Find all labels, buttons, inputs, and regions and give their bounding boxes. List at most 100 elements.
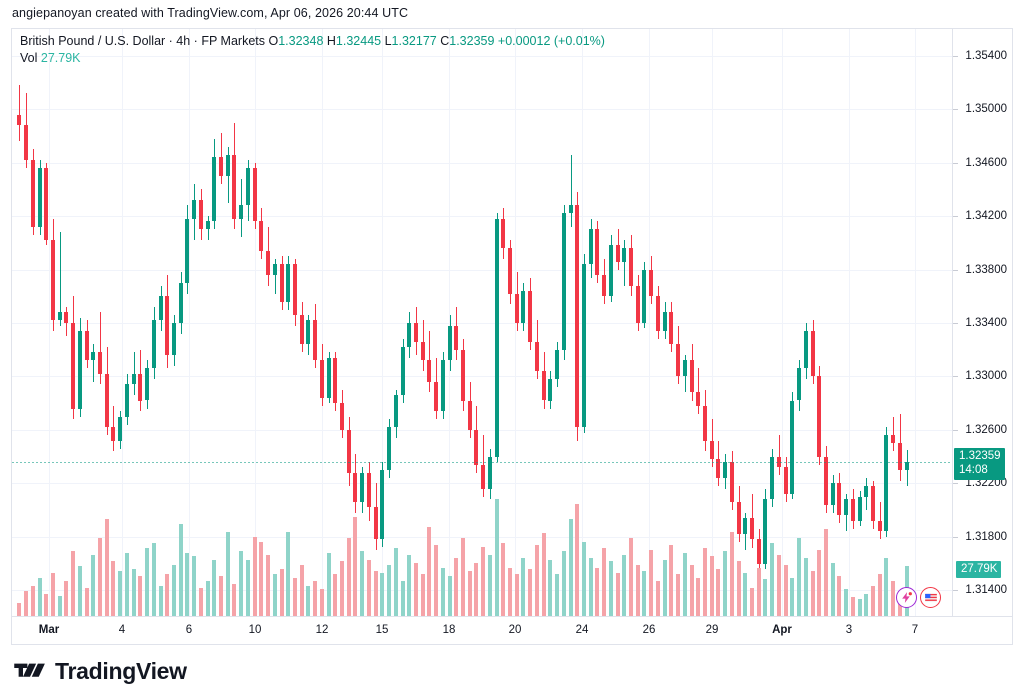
candle-body [138,373,142,401]
lightning-bolt-icon[interactable] [896,587,917,608]
volume-bar [111,561,115,617]
volume-badge[interactable]: 27.79K [956,560,1002,578]
candle-body [535,341,539,372]
price-axis-label: 1.33800 [965,263,1007,276]
candle-body [401,347,405,396]
candle-wick [571,154,572,227]
volume-bar [656,580,660,617]
candle-body [380,470,384,540]
candle-body [266,250,270,275]
volume-bar [320,589,324,617]
volume-bar [374,571,378,617]
volume-bar [387,564,391,617]
last-price-badge[interactable]: 1.32359 14:08 [954,448,1005,481]
price-axis-label: 1.31400 [965,584,1007,597]
candle-body [407,323,411,348]
volume-bar [636,564,640,617]
volume-bar [474,562,478,617]
volume-bar [521,558,525,617]
candle-body [528,290,532,342]
candle-body [239,205,243,219]
time-axis-label: 7 [911,624,919,636]
candle-body [663,312,667,331]
candle-body [676,344,680,377]
volume-bar [219,576,223,617]
volume-bar [790,577,794,617]
candle-body [811,331,815,377]
candle-body [616,245,620,262]
time-axis-label: 15 [375,624,389,636]
volume-bar [555,574,559,617]
volume-bar [609,561,613,617]
volume-bar [333,574,337,617]
volume-bar [118,571,122,617]
candle-body [280,264,284,302]
candle-body [468,400,472,430]
candle-body [232,154,236,219]
volume-bar [817,549,821,617]
candle-wick [100,312,101,385]
volume-bar [851,597,855,617]
price-axis-tick [953,376,958,378]
candle-body [118,416,122,441]
volume-bar [394,548,398,617]
volume-bar [548,559,552,617]
time-axis-label: 10 [248,624,262,636]
last-price-time: 14:08 [959,463,988,476]
candle-wick [93,344,94,382]
candle-body [145,368,149,401]
candle-body [353,472,357,503]
candle-body [737,502,741,535]
price-axis-label: 1.35000 [965,103,1007,116]
volume-bar [804,558,808,617]
price-axis-label: 1.33400 [965,317,1007,329]
time-axis-label: 3 [845,624,853,636]
price-axis-label: 1.34200 [965,210,1007,223]
volume-bar [535,544,539,617]
grid-line-horizontal [12,269,952,271]
volume-bar [777,554,781,617]
volume-bar [421,574,425,617]
grid-line-horizontal [12,109,952,111]
candle-body [542,371,546,401]
candle-body [602,274,606,297]
candle-body [421,341,425,361]
candle-body [24,125,28,160]
candle-body [723,461,727,478]
volume-bar [663,559,667,617]
volume-bar [884,558,888,617]
candle-body [414,323,418,342]
volume-bar [871,585,875,617]
candle-body [125,384,129,417]
candle-body [844,499,848,516]
volume-bar [723,551,727,617]
volume-bar [864,594,868,617]
volume-bar [17,603,21,617]
grid-line-horizontal [12,162,952,164]
volume-bar [105,518,109,617]
volume-bar [642,571,646,617]
volume-bar [448,576,452,617]
candle-body [448,325,452,361]
time-axis[interactable]: Mar 4 6 10 12 15 18 20 24 26 29 Apr 3 7 [12,616,1012,644]
price-axis-tick [953,216,958,218]
candle-body [44,167,48,241]
price-axis-label: 1.31800 [965,530,1007,543]
candle-body [797,368,801,401]
candle-body [642,269,646,323]
us-flag-icon[interactable] [920,587,941,608]
candle-body [340,403,344,430]
candle-body [293,264,297,315]
candle-body [327,357,331,398]
candle-body [360,472,364,503]
price-axis-tick [953,109,958,111]
candle-body [817,376,821,457]
candle-body [441,360,445,412]
price-axis-tick [953,269,958,271]
price-axis[interactable]: 1.35400 1.35000 1.34600 1.34200 1.33800 1.334… [952,29,1012,617]
volume-bar [703,548,707,617]
candle-body [38,167,42,227]
candle-body [246,167,250,206]
chart-pane[interactable] [12,29,952,617]
candle-wick [275,258,276,294]
